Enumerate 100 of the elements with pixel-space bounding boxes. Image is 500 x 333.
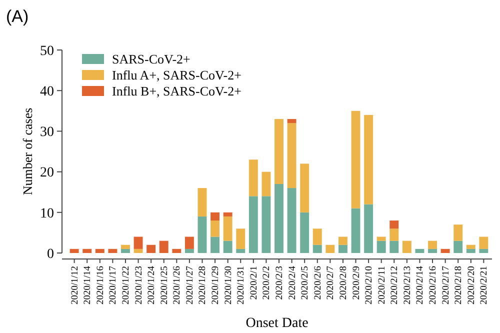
x-tick-label: 2020/1/26 [172, 266, 183, 305]
bar [248, 160, 258, 196]
x-tick-label: 2020/2/18 [454, 266, 464, 305]
bar [121, 244, 130, 249]
y-tick-label: 20 [40, 166, 54, 181]
bar [70, 248, 79, 253]
bar [210, 220, 220, 237]
bar [172, 248, 182, 253]
y-tick-label: 50 [40, 44, 54, 59]
bar [159, 240, 168, 253]
bar [287, 123, 296, 188]
bar [364, 204, 374, 253]
bar [351, 110, 360, 208]
bar [364, 114, 374, 204]
x-tick-label: 2020/1/30 [224, 266, 234, 305]
bar [479, 236, 488, 249]
bar [300, 212, 310, 253]
bar [82, 248, 92, 253]
bar [326, 244, 335, 253]
bar [262, 172, 271, 196]
x-tick-label: 2020/1/14 [83, 266, 94, 305]
bar [312, 228, 322, 245]
x-tick-label: 2020/1/16 [96, 266, 106, 305]
bar [198, 216, 207, 253]
x-tick-label: 2020/1/27 [185, 266, 196, 305]
bar [338, 244, 348, 253]
bar [121, 248, 130, 253]
x-tick-label: 2020/2/12 [390, 266, 400, 305]
x-tick-label: 2020/2/3 [275, 266, 285, 300]
bar [376, 240, 386, 253]
bar [223, 240, 232, 253]
bar [108, 248, 118, 253]
x-tick-label: 2020/2/9 [352, 266, 362, 300]
bar [454, 240, 463, 253]
bar [287, 188, 296, 253]
x-tick-label: 2020/1/24 [147, 266, 158, 305]
bar [134, 248, 143, 253]
bar [479, 248, 488, 253]
x-tick-label: 2020/2/20 [466, 266, 477, 305]
x-tick-label: 2020/2/13 [402, 266, 413, 305]
bar [274, 119, 284, 184]
bar [210, 212, 220, 221]
bar [338, 236, 348, 245]
x-tick-label: 2020/2/16 [428, 266, 439, 305]
x-tick-label: 2020/2/10 [364, 266, 375, 305]
bar [415, 248, 424, 253]
bar [466, 244, 476, 249]
x-tick-label: 2020/2/6 [313, 266, 324, 300]
x-tick-label: 2020/1/28 [198, 266, 208, 305]
bar [466, 248, 476, 253]
x-tick-label: 2020/2/8 [338, 266, 349, 300]
bar [312, 244, 322, 253]
x-tick-label: 2020/1/17 [108, 266, 119, 305]
x-tick-label: 2020/2/17 [441, 266, 452, 305]
x-tick-label: 2020/2/1 [249, 266, 260, 300]
bar [390, 228, 399, 241]
legend-label: SARS-CoV-2+ [112, 52, 190, 67]
bar [376, 236, 386, 241]
legend-label: Influ A+, SARS-CoV-2+ [112, 68, 242, 83]
bar [223, 216, 232, 241]
bar [236, 228, 246, 249]
bar [454, 224, 463, 241]
bar [428, 240, 437, 249]
x-tick-label: 2020/2/5 [300, 266, 311, 300]
bar [95, 248, 104, 253]
bar [210, 236, 220, 253]
x-tick-label: 2020/2/7 [326, 266, 336, 300]
x-tick-label: 2020/1/22 [121, 266, 132, 305]
bar [134, 236, 143, 249]
bar [440, 248, 450, 253]
bar [390, 220, 399, 229]
bar [198, 188, 207, 216]
x-tick-label: 2020/1/31 [236, 266, 247, 305]
bar [274, 184, 284, 253]
bar [300, 164, 310, 212]
x-tick-label: 2020/1/23 [134, 266, 144, 305]
text: (A) [6, 7, 29, 26]
bar [402, 240, 412, 253]
x-tick-label: 2020/1/29 [211, 266, 222, 305]
x-tick-label: 2020/2/14 [416, 266, 426, 305]
y-tick-label: 30 [40, 125, 54, 140]
legend-label: Influ B+, SARS-CoV-2+ [112, 84, 242, 99]
bar [184, 248, 194, 253]
x-tick-label: 2020/2/11 [377, 266, 388, 304]
bar [351, 208, 360, 253]
bar [287, 119, 296, 124]
y-tick-label: 10 [40, 206, 54, 222]
bar [223, 212, 232, 216]
y-tick-label: 0 [47, 246, 54, 262]
bar [262, 196, 271, 253]
x-tick-label: 2020/1/25 [160, 266, 170, 305]
x-tick-label: 2020/1/12 [70, 266, 80, 305]
bar [146, 244, 156, 253]
x-tick-label: 2020/2/4 [288, 266, 298, 300]
y-axis-title: Number of cases [20, 108, 35, 196]
bar [248, 196, 258, 253]
bar [184, 236, 194, 249]
x-axis-title: Onset Date [246, 316, 308, 331]
bar [428, 248, 437, 253]
bar [236, 248, 246, 253]
